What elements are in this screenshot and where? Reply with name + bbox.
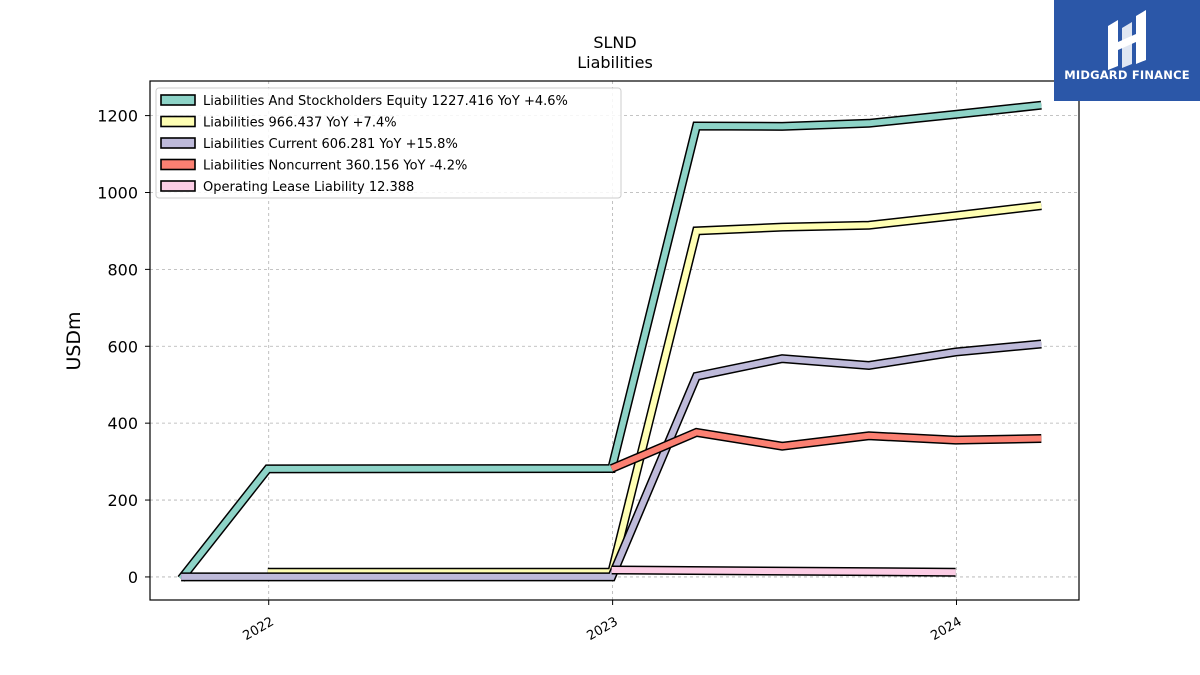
legend-box (155, 87, 622, 199)
legend-label: Liabilities Current 606.281 YoY +15.8% (203, 137, 458, 152)
legend-swatch (160, 115, 196, 128)
y-tick-label: 600 (107, 337, 138, 356)
y-tick-label: 200 (107, 491, 138, 510)
logo-brand-text: MIDGARD FINANCE (1064, 68, 1190, 82)
series-line (611, 567, 956, 576)
series-lines (177, 100, 1042, 582)
legend-label: Operating Lease Liability 12.388 (203, 180, 414, 195)
chart-title: SLND (593, 33, 636, 52)
legend: Liabilities And Stockholders Equity 1227… (155, 87, 622, 199)
series-operating-lease-liability (611, 565, 956, 577)
series-liabilities-current (181, 339, 1042, 582)
y-axis-label: USDm (63, 311, 85, 370)
y-tick-label: 800 (107, 260, 138, 279)
plot-frame (149, 80, 1080, 601)
y-tick-label: 400 (107, 414, 138, 433)
legend-label: Liabilities 966.437 YoY +7.4% (203, 116, 397, 131)
series-liabilities (267, 201, 1042, 577)
legend-swatch (160, 158, 196, 171)
chart-subtitle: Liabilities (577, 53, 653, 72)
series-line (181, 341, 1042, 580)
y-tick-label: 0 (128, 568, 138, 587)
legend-swatch (160, 137, 196, 149)
x-tick-label: 2024 (928, 614, 964, 644)
x-tick-label: 2022 (241, 614, 277, 644)
legend-swatch (160, 180, 196, 192)
midgard-finance-logo: MIDGARD FINANCE (1054, 0, 1200, 101)
legend-label: Liabilities Noncurrent 360.156 YoY -4.2% (203, 159, 467, 174)
y-tick-label: 1000 (97, 183, 138, 202)
x-axis: 2022 2023 2024 (241, 600, 965, 644)
x-tick-label: 2023 (584, 614, 620, 644)
series-liabilities-noncurrent (609, 427, 1042, 473)
series-line (267, 202, 1042, 576)
legend-label: Liabilities And Stockholders Equity 1227… (203, 94, 568, 109)
y-tick-label: 1200 (97, 107, 138, 126)
series-line (178, 102, 1042, 581)
y-axis: 0 200 400 600 800 1000 1200 (97, 107, 150, 587)
series-line (610, 429, 1042, 472)
legend-swatch (160, 94, 196, 106)
series-liabilities-and-stockholders-equity (177, 100, 1042, 582)
midgard-logo-icon (1108, 10, 1146, 70)
